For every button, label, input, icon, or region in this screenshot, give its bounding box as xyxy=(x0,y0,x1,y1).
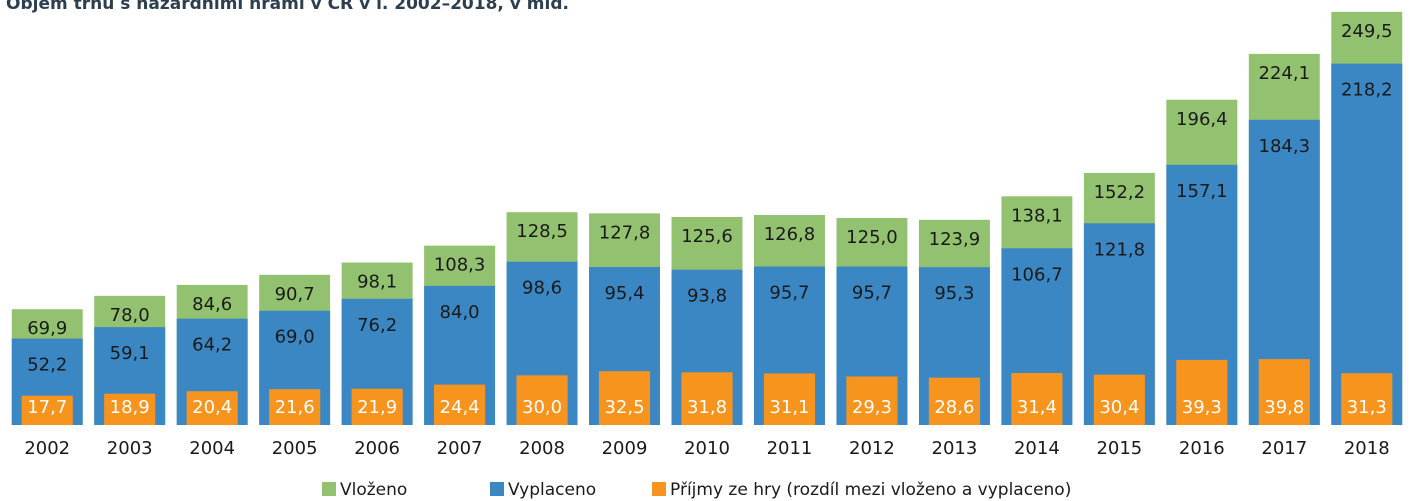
value-label: 21,6 xyxy=(275,397,315,418)
value-label: 31,4 xyxy=(1017,397,1057,418)
bar xyxy=(1176,359,1228,425)
x-tick-label: 2003 xyxy=(107,438,153,459)
value-label: 39,8 xyxy=(1264,397,1304,418)
bar xyxy=(186,391,238,425)
value-label: 224,1 xyxy=(1259,63,1311,84)
value-label: 98,6 xyxy=(522,278,562,299)
value-label: 125,0 xyxy=(846,227,898,248)
value-label: 95,7 xyxy=(852,283,892,304)
value-label: 32,5 xyxy=(604,397,644,418)
bar xyxy=(1258,359,1310,425)
bar xyxy=(351,388,403,425)
x-tick-label: 2006 xyxy=(354,438,400,459)
value-label: 59,1 xyxy=(110,343,150,364)
bar xyxy=(598,371,651,425)
x-tick-label: 2011 xyxy=(767,438,813,459)
value-label: 64,2 xyxy=(192,335,232,356)
value-label: 31,3 xyxy=(1347,397,1387,418)
value-label: 157,1 xyxy=(1176,181,1228,202)
bar xyxy=(681,372,733,425)
legend-label: Vyplaceno xyxy=(508,480,596,500)
value-label: 184,3 xyxy=(1259,136,1311,157)
value-label: 127,8 xyxy=(599,222,651,243)
value-label: 126,8 xyxy=(764,224,816,245)
value-label: 95,3 xyxy=(934,283,974,304)
value-label: 196,4 xyxy=(1176,109,1228,130)
x-tick-label: 2004 xyxy=(189,438,235,459)
value-label: 21,9 xyxy=(357,397,397,418)
value-label: 78,0 xyxy=(110,305,150,326)
legend-label: Vloženo xyxy=(340,480,407,500)
value-label: 20,4 xyxy=(192,397,232,418)
x-tick-label: 2013 xyxy=(932,438,978,459)
value-label: 31,1 xyxy=(769,397,809,418)
value-label: 76,2 xyxy=(357,315,397,336)
value-label: 90,7 xyxy=(275,284,315,305)
legend-swatch xyxy=(322,482,336,496)
bar xyxy=(516,375,568,425)
x-tick-label: 2008 xyxy=(519,438,565,459)
value-label: 17,7 xyxy=(27,397,67,418)
legend-swatch xyxy=(652,482,666,496)
value-label: 84,6 xyxy=(192,294,232,315)
value-label: 123,9 xyxy=(929,229,981,250)
value-label: 39,3 xyxy=(1182,397,1222,418)
value-label: 69,0 xyxy=(275,327,315,348)
value-label: 108,3 xyxy=(434,255,486,276)
bar xyxy=(21,395,73,425)
legend-label: Příjmy ze hry (rozdíl mezi vloženo a vyp… xyxy=(670,480,1071,500)
bar xyxy=(928,377,980,425)
bar xyxy=(1093,374,1145,425)
value-label: 98,1 xyxy=(357,272,397,293)
value-label: 52,2 xyxy=(27,355,67,376)
x-tick-label: 2009 xyxy=(602,438,648,459)
bar xyxy=(434,384,486,425)
x-tick-label: 2018 xyxy=(1344,438,1390,459)
x-tick-label: 2005 xyxy=(272,438,318,459)
x-tick-label: 2002 xyxy=(24,438,70,459)
x-tick-label: 2016 xyxy=(1179,438,1225,459)
value-label: 95,7 xyxy=(769,283,809,304)
value-label: 31,8 xyxy=(687,397,727,418)
chart-title: Objem trhu s hazardními hrami v ČR v l. … xyxy=(6,0,569,14)
bar xyxy=(104,393,156,425)
bar xyxy=(1011,373,1063,425)
value-label: 125,6 xyxy=(681,226,733,247)
value-label: 121,8 xyxy=(1094,239,1146,260)
value-label: 18,9 xyxy=(110,397,150,418)
value-label: 218,2 xyxy=(1341,80,1393,101)
x-tick-label: 2015 xyxy=(1096,438,1142,459)
value-label: 128,5 xyxy=(516,221,568,242)
value-label: 138,1 xyxy=(1011,205,1063,226)
x-tick-label: 2010 xyxy=(684,438,730,459)
bar xyxy=(1341,373,1393,425)
value-label: 24,4 xyxy=(440,397,480,418)
value-label: 69,9 xyxy=(27,318,67,339)
value-label: 152,2 xyxy=(1094,182,1146,203)
value-label: 106,7 xyxy=(1011,264,1063,285)
value-label: 93,8 xyxy=(687,286,727,307)
bar xyxy=(846,376,898,425)
value-label: 84,0 xyxy=(440,302,480,323)
x-tick-label: 2007 xyxy=(437,438,483,459)
value-label: 249,5 xyxy=(1341,21,1393,42)
value-label: 30,0 xyxy=(522,397,562,418)
value-label: 30,4 xyxy=(1099,397,1139,418)
legend-swatch xyxy=(490,482,504,496)
value-label: 28,6 xyxy=(934,397,974,418)
x-tick-label: 2014 xyxy=(1014,438,1060,459)
x-tick-label: 2017 xyxy=(1261,438,1307,459)
bar xyxy=(763,373,816,425)
bar xyxy=(1331,63,1403,426)
value-label: 29,3 xyxy=(852,397,892,418)
value-label: 95,4 xyxy=(604,283,644,304)
x-tick-label: 2012 xyxy=(849,438,895,459)
bar xyxy=(269,389,321,425)
